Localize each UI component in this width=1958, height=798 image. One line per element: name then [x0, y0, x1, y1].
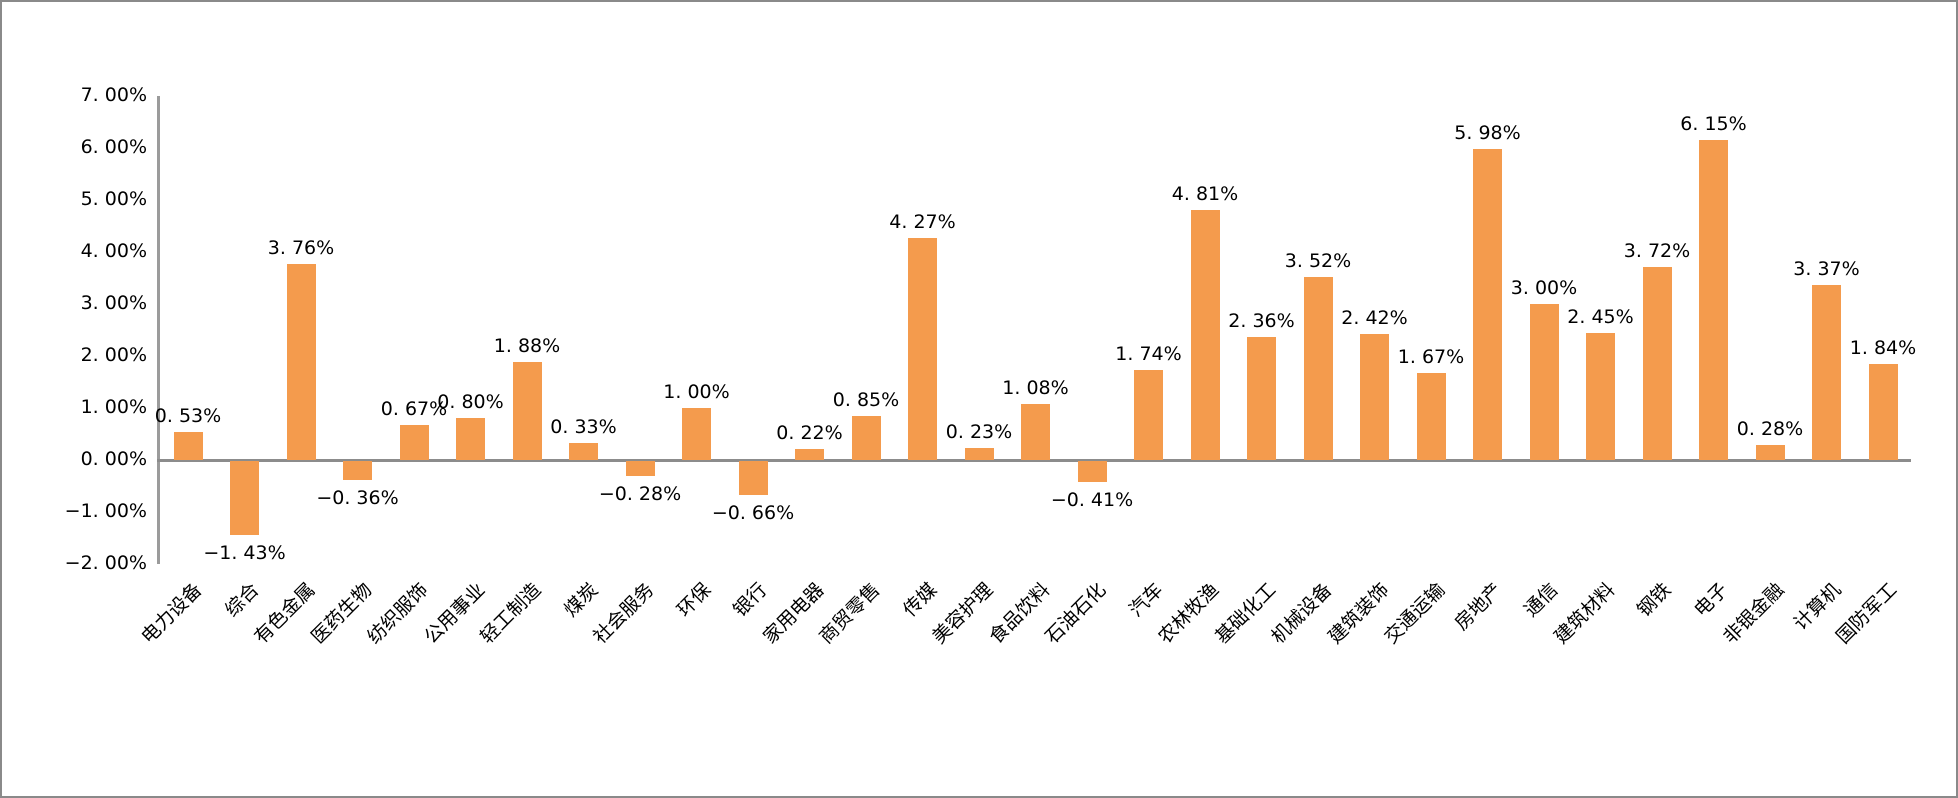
bar-value-label: −1. 43%	[203, 542, 286, 564]
bar-value-label: 1. 88%	[493, 335, 561, 357]
y-tick-label: 2. 00%	[80, 344, 147, 366]
bar	[569, 443, 598, 460]
bar	[965, 448, 994, 460]
bar-value-label: 3. 72%	[1623, 240, 1691, 262]
bar-value-label: 0. 80%	[437, 391, 504, 413]
y-tick-label: 6. 00%	[80, 136, 147, 158]
bar	[1191, 210, 1220, 460]
bar	[626, 461, 655, 476]
y-tick-label: 1. 00%	[80, 396, 147, 418]
bar	[174, 432, 203, 460]
bar	[795, 449, 824, 460]
bar-value-label: 3. 76%	[267, 237, 335, 259]
bar	[908, 238, 937, 460]
bar-value-label: 3. 52%	[1284, 250, 1352, 272]
y-tick-label: 7. 00%	[80, 84, 147, 106]
bar-value-label: 2. 45%	[1567, 306, 1634, 328]
bar	[1643, 267, 1672, 460]
bar	[1756, 445, 1785, 460]
y-tick-label: −2. 00%	[64, 552, 147, 574]
bar	[1021, 404, 1050, 460]
bar-value-label: 1. 08%	[1002, 377, 1069, 399]
bar-value-label: 0. 85%	[832, 389, 900, 411]
bar-value-label: 1. 84%	[1849, 337, 1917, 359]
y-tick-label: 4. 00%	[80, 240, 147, 262]
bar-value-label: 2. 36%	[1228, 310, 1295, 332]
bar	[1134, 370, 1163, 460]
bar-value-label: 5. 98%	[1454, 122, 1521, 144]
bar-value-label: 4. 27%	[889, 211, 956, 233]
bar	[287, 264, 316, 460]
y-axis-line	[157, 96, 160, 564]
bar	[1247, 337, 1276, 460]
bar	[682, 408, 711, 460]
bar-value-label: 0. 22%	[776, 422, 843, 444]
bar-value-label: 0. 67%	[380, 398, 448, 420]
bar	[1078, 461, 1107, 482]
bar-value-label: 6. 15%	[1680, 113, 1747, 135]
bar-value-label: 3. 37%	[1793, 258, 1860, 280]
bar-value-label: −0. 28%	[598, 483, 682, 505]
bar	[739, 461, 768, 495]
bar-value-label: 3. 00%	[1510, 277, 1578, 299]
bar	[1812, 285, 1841, 460]
x-axis-line	[157, 459, 1911, 462]
bar-value-label: 4. 81%	[1171, 183, 1239, 205]
bar	[1699, 140, 1728, 460]
bar-value-label: 0. 53%	[154, 405, 222, 427]
bar	[456, 418, 485, 460]
bar	[1869, 364, 1898, 460]
bar-value-label: 0. 28%	[1736, 418, 1804, 440]
bar-value-label: 1. 67%	[1397, 346, 1465, 368]
bar	[1360, 334, 1389, 460]
bar	[400, 425, 429, 460]
y-tick-label: 3. 00%	[80, 292, 147, 314]
bar	[230, 461, 259, 535]
bar-value-label: 1. 74%	[1115, 343, 1182, 365]
bar	[1417, 373, 1446, 460]
bar-value-label: 2. 42%	[1341, 307, 1408, 329]
bar-value-label: 0. 23%	[945, 421, 1013, 443]
bar	[1473, 149, 1502, 460]
y-tick-label: 5. 00%	[80, 188, 147, 210]
bar	[343, 461, 372, 480]
bar-value-label: 0. 33%	[550, 416, 617, 438]
bar	[852, 416, 881, 460]
bar-value-label: −0. 36%	[316, 487, 399, 509]
bar-value-label: −0. 66%	[711, 502, 795, 524]
bar	[1530, 304, 1559, 460]
bar-value-label: −0. 41%	[1050, 489, 1134, 511]
y-tick-label: 0. 00%	[80, 448, 147, 470]
bar-value-label: 1. 00%	[663, 381, 730, 403]
bar	[1586, 333, 1615, 460]
bar	[513, 362, 542, 460]
y-tick-label: −1. 00%	[64, 500, 147, 522]
bar	[1304, 277, 1333, 460]
